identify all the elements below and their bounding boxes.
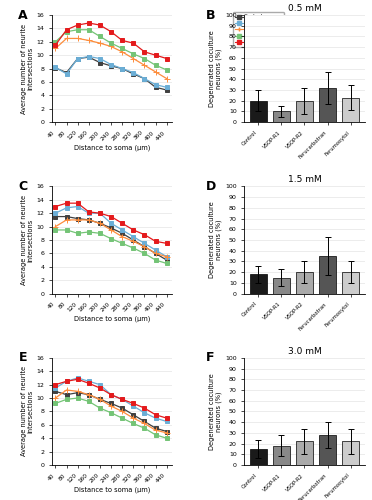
Bar [319,435,336,465]
X-axis label: Distance to soma (μm): Distance to soma (μm) [74,144,150,150]
Bar [342,442,359,465]
X-axis label: Distance to soma (μm): Distance to soma (μm) [74,316,150,322]
Y-axis label: Degenerated coculture
neurons (%): Degenerated coculture neurons (%) [209,373,222,450]
Text: E: E [19,352,27,364]
Y-axis label: Average number of neurite
intersections: Average number of neurite intersections [21,195,34,285]
Bar [250,449,267,465]
Y-axis label: Average number of neurite
intersections: Average number of neurite intersections [21,366,34,456]
Bar [342,272,359,293]
Bar [296,272,313,293]
Bar [273,112,290,122]
Bar [319,88,336,122]
Y-axis label: Degenerated coculture
neurons (%): Degenerated coculture neurons (%) [209,30,222,107]
Text: C: C [19,180,28,193]
Bar [296,100,313,122]
Bar [273,446,290,465]
Title: 1.5 mM: 1.5 mM [288,176,321,184]
Bar [296,442,313,465]
Text: F: F [206,352,214,364]
Y-axis label: Average number of neurite
intersections: Average number of neurite intersections [21,24,34,114]
Bar [250,100,267,122]
X-axis label: Distance to soma (μm): Distance to soma (μm) [74,487,150,494]
Title: 3.0 mM: 3.0 mM [288,346,321,356]
Legend: Control, VSOP-R1, VSOP-R2, Ferucarbotran, Ferumoxytol: Control, VSOP-R1, VSOP-R2, Ferucarbotran… [232,12,284,47]
Text: B: B [206,8,215,22]
Title: 0.5 mM: 0.5 mM [288,4,321,13]
Y-axis label: Degenerated coculture
neurons (%): Degenerated coculture neurons (%) [209,202,222,278]
Bar [273,278,290,293]
Text: A: A [19,8,28,22]
Text: D: D [206,180,216,193]
Bar [342,98,359,122]
Bar [319,256,336,294]
Bar [250,274,267,293]
